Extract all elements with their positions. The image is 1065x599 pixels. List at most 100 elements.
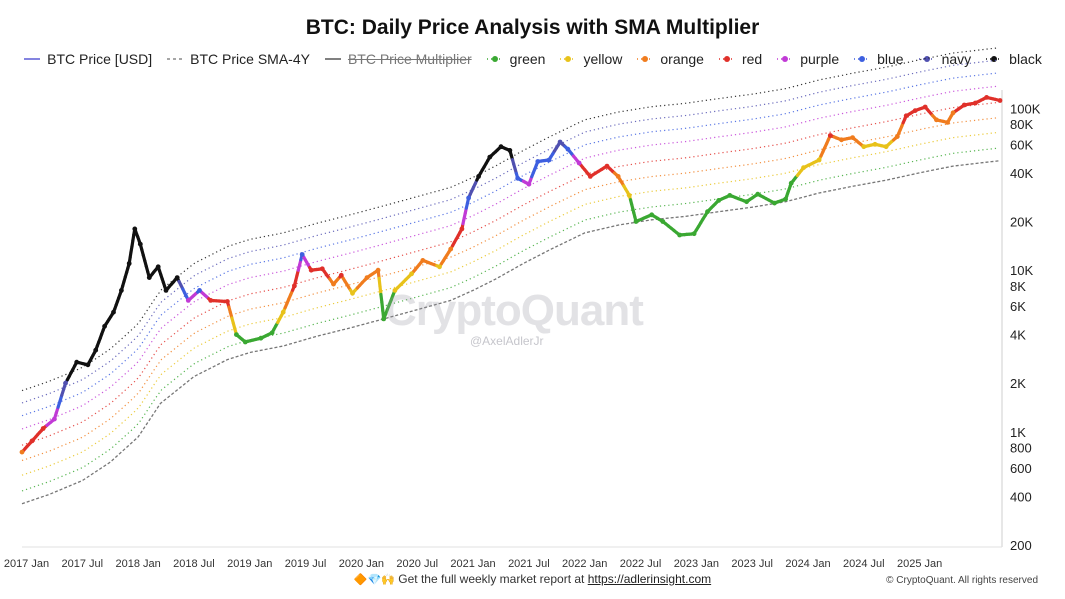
x-tick-label: 2022 Jul <box>620 558 662 570</box>
price-point <box>861 144 867 150</box>
y-tick-label: 60K <box>1010 137 1033 152</box>
legend-swatch-green <box>486 56 503 62</box>
x-tick-label: 2017 Jul <box>61 558 103 570</box>
price-point <box>487 154 493 160</box>
legend-item-red[interactable]: red <box>718 51 762 67</box>
price-point <box>299 252 305 257</box>
legend-label-purple: purple <box>800 51 840 67</box>
price-point <box>903 113 909 119</box>
legend-label-navy: navy <box>941 51 972 67</box>
y-tick-label: 1K <box>1010 425 1026 440</box>
price-point <box>626 193 632 198</box>
legend-label-price: BTC Price [USD] <box>47 51 153 67</box>
price-point <box>163 288 169 293</box>
price-point <box>381 316 387 322</box>
footer: 🔶💎🙌 Get the full weekly market report at… <box>0 572 1065 586</box>
price-point <box>137 241 143 247</box>
price-point <box>409 271 414 277</box>
price-point <box>535 159 541 164</box>
legend-swatch-purple <box>777 56 794 62</box>
price-point <box>772 200 777 206</box>
price-point <box>557 139 563 145</box>
price-point <box>364 275 370 280</box>
y-tick-label: 400 <box>1010 489 1032 504</box>
y-tick-label: 40K <box>1010 166 1033 181</box>
price-point <box>308 267 314 273</box>
price-point <box>197 288 202 293</box>
price-point <box>185 298 191 303</box>
price-point <box>111 309 116 315</box>
y-tick-label: 80K <box>1010 117 1033 132</box>
chart-title: BTC: Daily Price Analysis with SMA Multi… <box>305 16 760 39</box>
price-point <box>242 339 248 345</box>
sma-4y-line <box>21 160 1001 505</box>
price-point <box>691 231 697 237</box>
price-point <box>783 196 788 202</box>
price-series <box>19 95 1003 455</box>
legend-swatch-price <box>24 58 41 60</box>
y-tick-label: 2K <box>1010 376 1026 391</box>
band-line-navy <box>21 59 999 404</box>
price-point <box>40 426 46 431</box>
legend-swatch-mult <box>324 58 341 60</box>
price-point <box>63 380 68 386</box>
legend-item-mult[interactable]: BTC Price Multiplier <box>324 51 472 67</box>
legend-swatch-sma <box>167 58 184 60</box>
price-point <box>997 98 1003 103</box>
legend-label-orange: orange <box>660 51 704 67</box>
price-point <box>850 135 855 141</box>
legend-swatch-orange <box>637 56 654 62</box>
price-point <box>498 144 504 150</box>
price-point <box>816 157 822 163</box>
x-tick-label: 2024 Jul <box>843 558 885 570</box>
price-point <box>459 226 465 232</box>
price-point <box>565 146 571 152</box>
price-point <box>174 275 180 280</box>
price-point <box>945 120 950 125</box>
price-point <box>677 232 682 238</box>
legend-item-blue[interactable]: blue <box>853 51 904 67</box>
price-point <box>319 266 325 272</box>
price-point <box>146 275 152 280</box>
copyright: © CryptoQuant. All rights reserved <box>886 575 1038 586</box>
y-tick-label: 200 <box>1010 538 1032 553</box>
legend-item-navy[interactable]: navy <box>918 51 972 67</box>
legend-swatch-red <box>718 56 735 62</box>
price-point <box>839 137 844 143</box>
price-point <box>604 163 610 169</box>
watermark-handle: @AxelAdlerJr <box>470 334 544 348</box>
x-tick-label: 2023 Jan <box>674 558 719 570</box>
price-point <box>633 219 639 224</box>
diamond-hands-icon: 🔶💎🙌 <box>353 574 395 586</box>
price-point <box>587 174 593 179</box>
price-point <box>912 108 918 113</box>
legend-item-sma[interactable]: BTC Price SMA-4Y <box>166 51 310 67</box>
price-point <box>507 148 513 153</box>
x-tick-label: 2020 Jan <box>339 558 384 570</box>
price-point <box>705 209 710 215</box>
x-tick-label: 2019 Jan <box>227 558 272 570</box>
legend-swatch-yellow <box>560 56 577 62</box>
price-point <box>660 219 666 224</box>
y-tick-label: 100K <box>1010 101 1041 116</box>
price-point <box>744 199 749 205</box>
price-point <box>208 298 214 303</box>
price-point <box>466 195 471 201</box>
y-tick-label: 600 <box>1010 461 1032 476</box>
legend-swatch-blue <box>854 56 871 62</box>
footer-link[interactable]: https://adlerinsight.com <box>587 572 712 586</box>
legend-item-green[interactable]: green <box>486 51 545 67</box>
price-point <box>827 133 833 138</box>
price-point <box>934 117 939 123</box>
legend-item-orange[interactable]: orange <box>636 51 704 67</box>
legend-item-purple[interactable]: purple <box>776 51 839 67</box>
x-tick-label: 2021 Jan <box>450 558 495 570</box>
legend-item-price[interactable]: BTC Price [USD] <box>23 51 152 67</box>
price-point <box>872 141 878 147</box>
price-point <box>225 299 230 304</box>
price-point <box>420 258 426 263</box>
x-tick-label: 2024 Jan <box>785 558 830 570</box>
legend-label-black: black <box>1009 51 1042 67</box>
legend-item-yellow[interactable]: yellow <box>559 51 622 67</box>
x-tick-label: 2025 Jan <box>897 558 942 570</box>
